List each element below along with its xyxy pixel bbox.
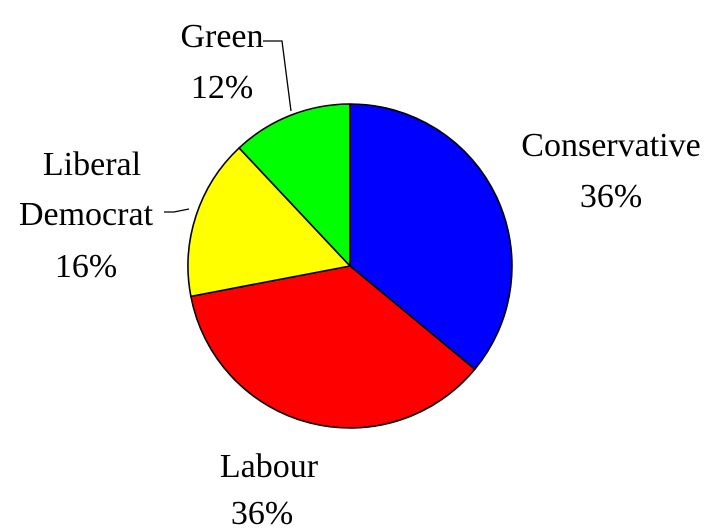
slice-label-conservative: Conservative <box>521 127 700 164</box>
slice-label-liberal-democrat-line1: Liberal <box>43 146 141 183</box>
slice-percent-liberal-democrat: 16% <box>55 248 117 285</box>
slice-percent-green: 12% <box>191 69 253 106</box>
slice-label-liberal-democrat-line2: Democrat <box>19 196 154 233</box>
slice-label-labour: Labour <box>220 448 319 485</box>
slice-percent-labour: 36% <box>231 495 293 530</box>
slice-label-green: Green <box>180 18 263 55</box>
pie-slice-green <box>238 103 351 267</box>
slice-labels: Conservative 36% Labour 36% Liberal Demo… <box>19 18 701 530</box>
leader-line-liberal-democrat <box>164 208 190 213</box>
slice-percent-conservative: 36% <box>580 178 642 215</box>
leader-lines <box>164 40 292 213</box>
pie-slice-labour <box>190 265 476 429</box>
pie-slice-liberal-democrat <box>187 147 351 298</box>
pie-slice-conservative <box>349 103 513 371</box>
leader-line-green <box>263 40 292 112</box>
pie-slices <box>187 103 513 429</box>
